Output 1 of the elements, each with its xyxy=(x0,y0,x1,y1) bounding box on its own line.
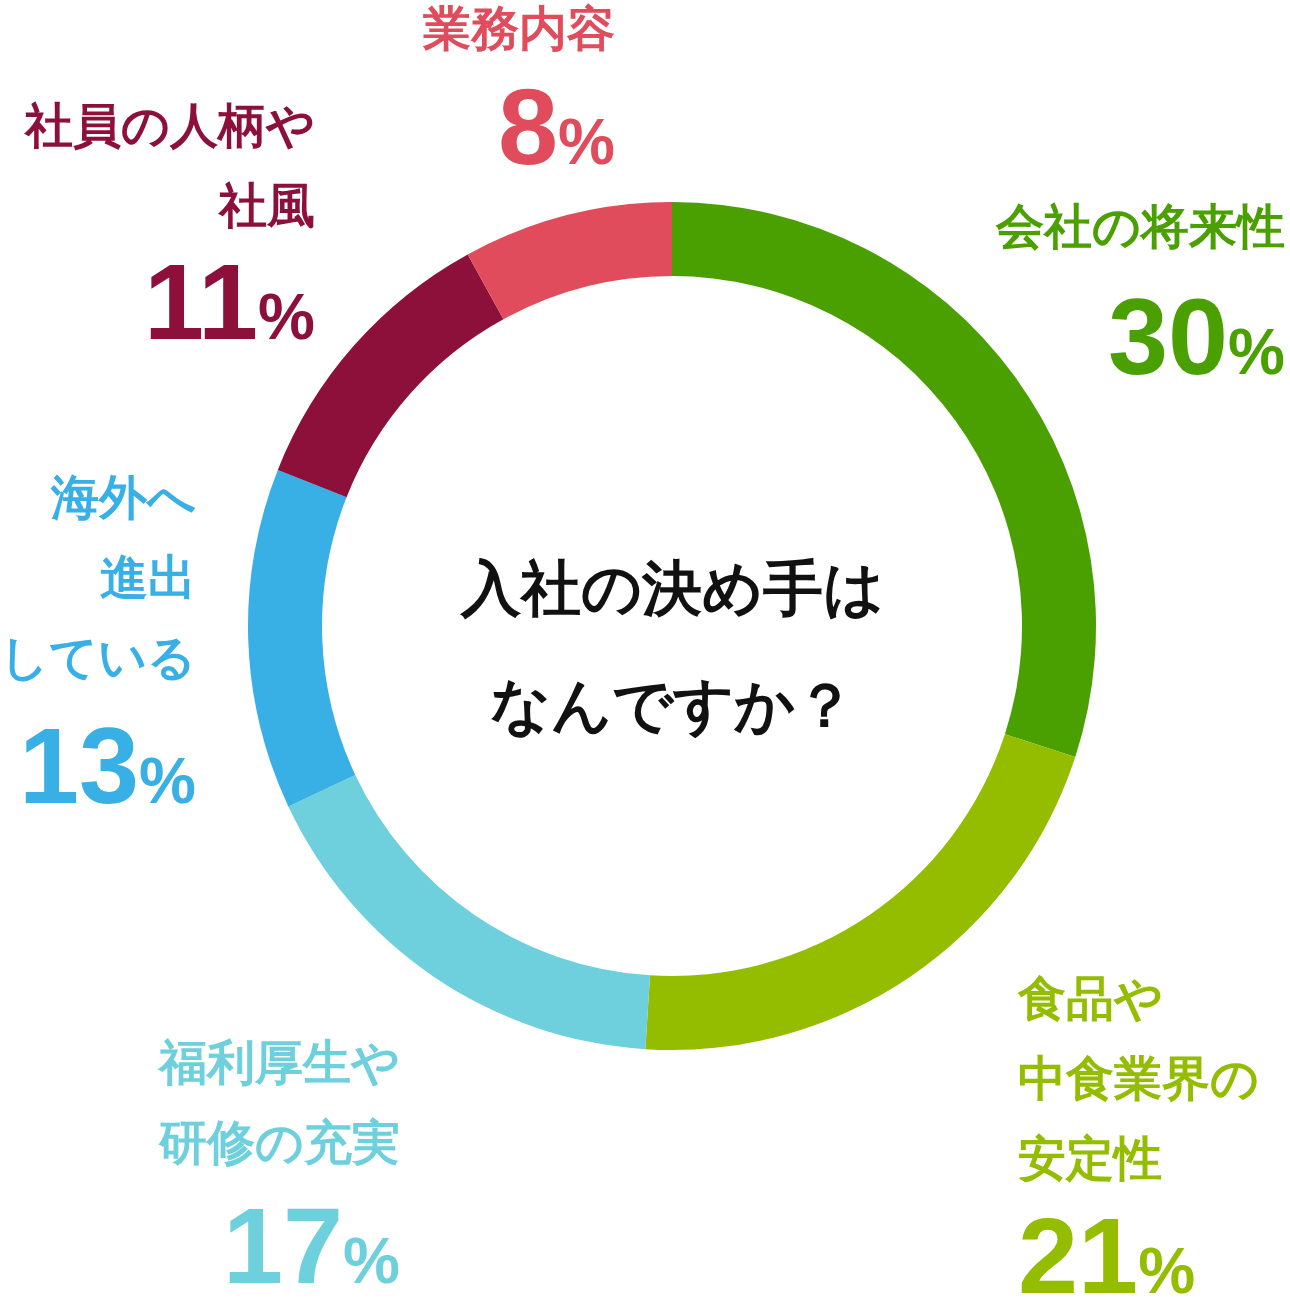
title: 入社の決め手はなんですか？ xyxy=(460,552,884,740)
